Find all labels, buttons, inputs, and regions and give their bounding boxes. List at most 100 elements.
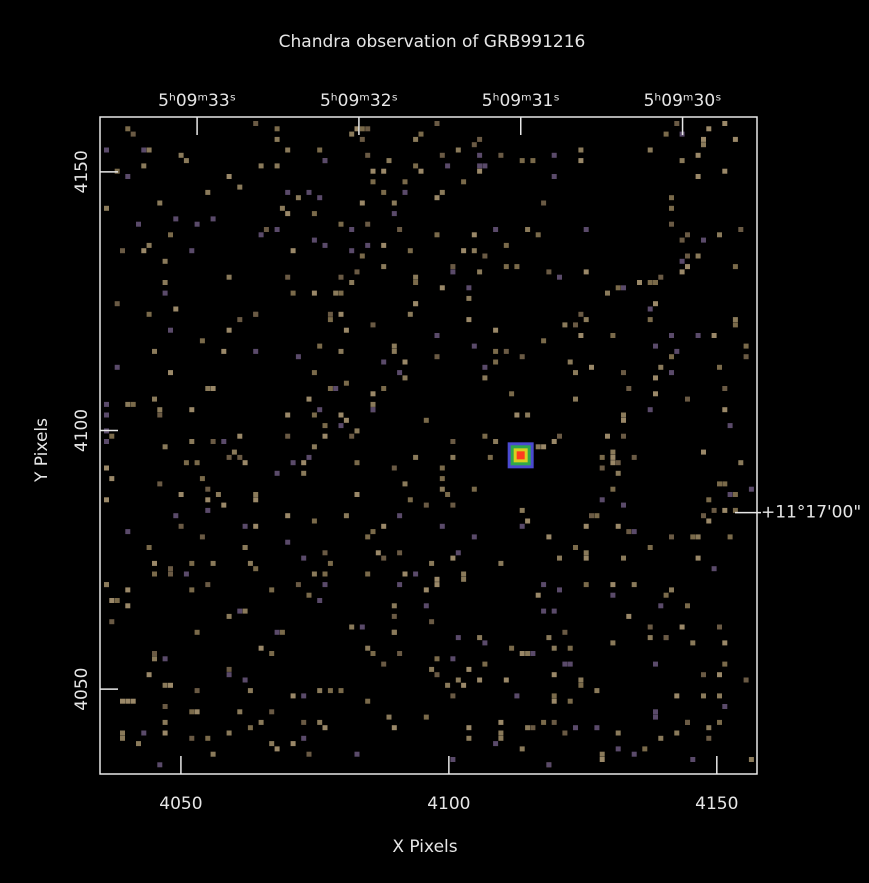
photon <box>674 731 679 736</box>
photon <box>301 471 306 476</box>
photon <box>557 434 562 439</box>
photon <box>738 227 743 232</box>
photon <box>280 630 285 635</box>
photon <box>440 487 445 492</box>
photon <box>211 216 216 221</box>
photon <box>211 439 216 444</box>
photon <box>163 704 168 709</box>
photon <box>717 693 722 698</box>
photon <box>307 455 312 460</box>
photon <box>621 285 626 290</box>
photon <box>520 354 525 359</box>
photon <box>291 291 296 296</box>
chart: Chandra observation of GRB991216 X Pixel… <box>0 0 869 883</box>
photon <box>424 587 429 592</box>
photon <box>690 640 695 645</box>
x2-tick-label: 5ʰ09ᵐ32ˢ <box>320 91 398 111</box>
photon <box>371 402 376 407</box>
photon <box>509 646 514 651</box>
photon <box>552 153 557 158</box>
photon <box>674 121 679 126</box>
photon <box>280 206 285 211</box>
photon <box>600 455 605 460</box>
photon <box>472 142 477 147</box>
photon <box>744 678 749 683</box>
photon <box>733 264 738 269</box>
photon <box>584 550 589 555</box>
photon <box>541 609 546 614</box>
photon <box>301 556 306 561</box>
photon <box>728 534 733 539</box>
photon <box>296 354 301 359</box>
photon <box>461 179 466 184</box>
photon <box>536 232 541 237</box>
photon <box>365 572 370 577</box>
photon <box>344 328 349 333</box>
photon <box>104 466 109 471</box>
photon <box>626 614 631 619</box>
photon <box>445 683 450 688</box>
photon <box>653 715 658 720</box>
photon <box>435 232 440 237</box>
photon <box>392 603 397 608</box>
photon <box>450 439 455 444</box>
photon <box>568 360 573 365</box>
photon <box>371 391 376 396</box>
photon <box>104 582 109 587</box>
photon <box>616 731 621 736</box>
photon <box>269 651 274 656</box>
photon <box>642 746 647 751</box>
photon <box>259 646 264 651</box>
photon <box>109 619 114 624</box>
photon <box>189 248 194 253</box>
photon <box>450 757 455 762</box>
photon <box>696 333 701 338</box>
photon <box>381 386 386 391</box>
photon <box>621 370 626 375</box>
photon <box>141 163 146 168</box>
photon <box>584 227 589 232</box>
photon <box>413 572 418 577</box>
photon <box>355 460 360 465</box>
photon <box>307 593 312 598</box>
photon <box>669 354 674 359</box>
photon <box>408 497 413 502</box>
photon <box>445 492 450 497</box>
photon <box>200 476 205 481</box>
photon <box>211 386 216 391</box>
photon <box>381 243 386 248</box>
photon <box>440 466 445 471</box>
photon <box>514 264 519 269</box>
photon <box>136 741 141 746</box>
photon <box>600 497 605 502</box>
photon <box>419 169 424 174</box>
photon <box>184 572 189 577</box>
photon <box>605 434 610 439</box>
photon <box>722 704 727 709</box>
photon <box>248 725 253 730</box>
photon <box>397 513 402 518</box>
photon <box>403 375 408 380</box>
photon <box>525 413 530 418</box>
photon <box>658 275 663 280</box>
photon <box>498 720 503 725</box>
photon <box>248 688 253 693</box>
photon <box>440 476 445 481</box>
photon <box>477 153 482 158</box>
source-pixel <box>517 451 525 459</box>
photon <box>227 174 232 179</box>
photon <box>685 264 690 269</box>
photon <box>147 243 152 248</box>
photon <box>381 360 386 365</box>
photon <box>456 550 461 555</box>
photon <box>680 238 685 243</box>
photon <box>349 625 354 630</box>
photon <box>435 672 440 677</box>
photon <box>482 640 487 645</box>
photon <box>701 513 706 518</box>
photon <box>648 625 653 630</box>
photon <box>680 269 685 274</box>
photon <box>573 725 578 730</box>
photon <box>163 720 168 725</box>
photon <box>674 693 679 698</box>
